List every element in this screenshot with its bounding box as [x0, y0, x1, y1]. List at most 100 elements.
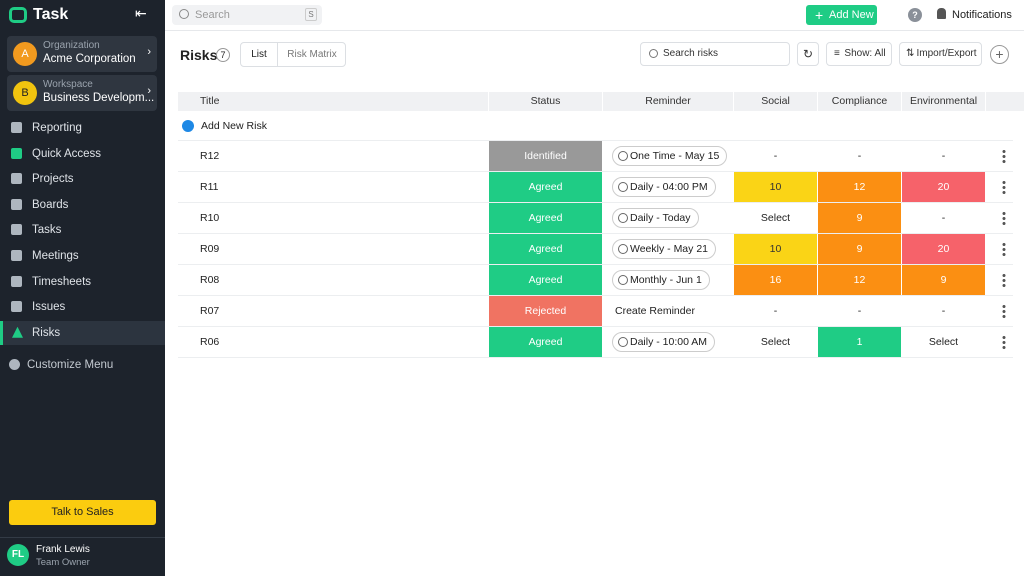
notifications[interactable]: Notifications [952, 9, 1012, 21]
topbar: Search S + Add New ? Notifications [165, 0, 1024, 31]
filter-icon: ≡ [834, 48, 840, 59]
user-avatar[interactable]: FL [7, 544, 29, 566]
menu-item[interactable]: Boards [0, 193, 165, 217]
reminder-cell[interactable]: Daily - 04:00 PM [612, 172, 733, 202]
environmental-cell[interactable]: - [941, 212, 946, 224]
environmental-cell[interactable]: 9 [902, 265, 985, 295]
social-cell[interactable]: Select [760, 212, 791, 224]
environmental-cell[interactable]: 20 [902, 234, 985, 264]
reminder-cell[interactable]: Create Reminder [612, 296, 733, 326]
status-cell[interactable]: Agreed [489, 327, 602, 357]
risk-row: R09 Agreed Weekly - May 21 10 9 20 [178, 234, 1013, 265]
search-risks[interactable]: Search risks [640, 42, 790, 66]
org-switcher[interactable]: A Organization Acme Corporation › [7, 36, 157, 72]
status-cell[interactable]: Identified [489, 141, 602, 171]
risk-title[interactable]: R10 [200, 212, 220, 224]
menu-item[interactable]: Reporting [0, 116, 165, 140]
page-title: Risks [180, 47, 218, 63]
status-cell[interactable]: Agreed [489, 203, 602, 233]
compliance-cell[interactable]: 1 [818, 327, 901, 357]
add-column-button[interactable]: + [990, 45, 1009, 64]
status-cell[interactable]: Agreed [489, 234, 602, 264]
menu-icon [11, 198, 22, 210]
compliance-cell[interactable]: - [857, 150, 862, 162]
social-cell[interactable]: Select [760, 336, 791, 348]
social-cell[interactable]: - [773, 150, 778, 162]
reminder-cell[interactable]: Monthly - Jun 1 [612, 265, 733, 295]
workspace-switcher[interactable]: B Workspace Business Developm... › [7, 75, 157, 111]
menu-item[interactable]: Timesheets [0, 270, 165, 294]
environmental-cell[interactable]: Select [928, 336, 959, 348]
menu-item[interactable]: Quick Access [0, 142, 165, 166]
import-export-button[interactable]: ⇅ Import/Export [899, 42, 982, 66]
column-header: Environmental [902, 92, 985, 111]
compliance-cell[interactable]: 12 [818, 265, 901, 295]
row-menu[interactable] [1002, 180, 1006, 194]
add-row[interactable]: Add New Risk [178, 111, 1013, 141]
workspace-avatar: B [13, 81, 37, 105]
logo-icon [9, 7, 27, 23]
environmental-cell[interactable]: - [941, 150, 946, 162]
social-cell[interactable]: 10 [734, 172, 817, 202]
compliance-cell[interactable]: - [857, 305, 862, 317]
reminder-cell[interactable]: One Time - May 15 [612, 141, 733, 171]
add-new-button[interactable]: + Add New [806, 5, 877, 25]
menu-item[interactable]: Risks [0, 320, 165, 345]
row-menu[interactable] [1002, 335, 1006, 349]
risk-title[interactable]: R09 [200, 243, 220, 255]
social-cell[interactable]: - [773, 305, 778, 317]
reminder-cell[interactable]: Daily - Today [612, 203, 733, 233]
row-menu[interactable] [1002, 242, 1006, 256]
row-menu[interactable] [1002, 149, 1006, 163]
compliance-cell[interactable]: 9 [818, 203, 901, 233]
talk-to-sales[interactable]: Talk to Sales [9, 500, 156, 525]
menu-item[interactable]: Projects [0, 167, 165, 191]
help-icon[interactable]: ? [908, 8, 922, 22]
risk-title[interactable]: R06 [200, 336, 220, 348]
chevron: › [147, 85, 151, 97]
reminder: Daily - 04:00 PM [612, 177, 716, 197]
collapse-button[interactable]: ⇤ [135, 5, 147, 21]
row-menu[interactable] [1002, 211, 1006, 225]
compliance-cell[interactable]: 9 [818, 234, 901, 264]
column-header: Title [178, 92, 488, 111]
filter-button[interactable]: ≡ Show: All [826, 42, 892, 66]
reminder: Create Reminder [615, 305, 695, 317]
search-box[interactable]: Search S [172, 5, 322, 25]
risk-row: R11 Agreed Daily - 04:00 PM 10 12 20 [178, 172, 1013, 203]
menu-item[interactable]: Tasks [0, 218, 165, 242]
org-avatar: A [13, 42, 37, 66]
add-label: Add New Risk [201, 120, 267, 132]
reminder-cell[interactable]: Weekly - May 21 [612, 234, 733, 264]
menu-item[interactable]: Meetings [0, 244, 165, 268]
refresh-button[interactable]: ↻ [797, 42, 819, 66]
environmental-cell[interactable]: 20 [902, 172, 985, 202]
menu-item[interactable]: Issues [0, 295, 165, 319]
risk-title[interactable]: R08 [200, 274, 220, 286]
status-cell[interactable]: Agreed [489, 172, 602, 202]
status-cell[interactable]: Rejected [489, 296, 602, 326]
tab-risk-matrix[interactable]: Risk Matrix [287, 49, 337, 60]
social-cell[interactable]: 16 [734, 265, 817, 295]
risk-title[interactable]: R12 [200, 150, 220, 162]
row-menu[interactable] [1002, 304, 1006, 318]
row-menu[interactable] [1002, 273, 1006, 287]
risk-title[interactable]: R11 [200, 181, 219, 193]
compliance-cell[interactable]: 12 [818, 172, 901, 202]
workspace-label: Workspace [43, 79, 93, 90]
risk-title[interactable]: R07 [200, 305, 220, 317]
org-name: Acme Corporation [43, 53, 136, 65]
environmental-cell[interactable]: - [941, 305, 946, 317]
user-name: Frank Lewis [36, 544, 90, 555]
menu-label: Issues [32, 301, 66, 314]
menu-icon [11, 122, 22, 133]
status-cell[interactable]: Agreed [489, 265, 602, 295]
social-cell[interactable]: 10 [734, 234, 817, 264]
customize-menu[interactable]: Customize Menu [0, 353, 165, 377]
tab-list[interactable]: List [241, 43, 278, 66]
column-header: Compliance [818, 92, 901, 111]
import-label: Import/Export [916, 48, 977, 59]
reminder-cell[interactable]: Daily - 10:00 AM [612, 327, 733, 357]
column-header: Social [734, 92, 817, 111]
chevron: › [147, 46, 151, 58]
